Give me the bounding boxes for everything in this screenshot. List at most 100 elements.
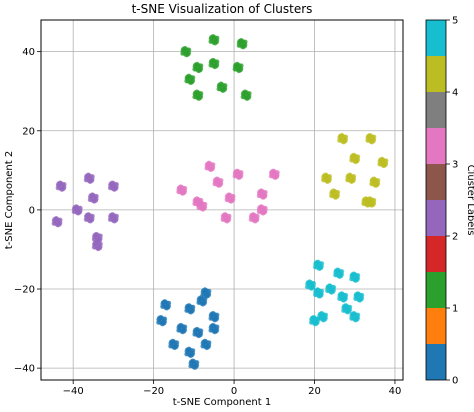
data-point [333, 267, 345, 279]
data-point [256, 204, 268, 216]
plot-area-frame [40, 19, 404, 381]
data-point [176, 322, 188, 335]
data-point [188, 358, 200, 370]
data-point [236, 38, 248, 50]
data-point [204, 160, 216, 173]
colorbar-tick-label: 5 [452, 16, 458, 27]
y-tick-label: 20 [22, 126, 35, 137]
scatter-points [51, 34, 389, 370]
data-point [349, 271, 361, 283]
data-point [349, 311, 361, 323]
x-tick-label: −40 [63, 386, 84, 397]
data-point [268, 168, 280, 180]
data-point [168, 338, 180, 351]
y-tick-label: 0 [29, 205, 35, 216]
data-point [321, 172, 333, 184]
data-point [345, 172, 357, 184]
data-point [180, 45, 192, 58]
data-point [232, 61, 244, 74]
data-point [313, 259, 325, 271]
x-tick-label: 0 [231, 386, 237, 397]
data-point [55, 180, 67, 192]
data-point [200, 287, 212, 299]
data-point [192, 326, 204, 339]
data-point [71, 204, 83, 216]
data-point [365, 132, 377, 145]
data-point [216, 81, 228, 93]
data-point [317, 311, 329, 323]
data-point [208, 57, 220, 70]
data-point [248, 212, 260, 224]
data-point [224, 192, 236, 204]
data-point [232, 168, 244, 180]
data-point [377, 156, 389, 169]
colorbar-segment [426, 164, 446, 200]
y-tick-label: 40 [22, 47, 35, 58]
colorbar-tick-label: 2 [452, 232, 458, 243]
colorbar-tick-label: 4 [452, 88, 458, 99]
colorbar-frame [425, 19, 447, 381]
colorbar-segment [426, 308, 446, 344]
colorbar-segment [426, 200, 446, 236]
data-point [160, 299, 172, 311]
data-point [240, 89, 252, 101]
x-tick-label: 40 [389, 386, 402, 397]
data-point [107, 212, 119, 224]
data-point [192, 61, 204, 74]
data-point [329, 188, 341, 200]
x-tick-label: −20 [143, 386, 164, 397]
data-point [337, 291, 349, 303]
colorbar-segment [426, 128, 446, 164]
x-tick-label: 20 [308, 386, 321, 397]
data-point [83, 172, 95, 184]
data-point [337, 132, 349, 145]
data-point [304, 279, 316, 291]
x-axis-label: t-SNE Component 1 [173, 397, 271, 408]
data-point [349, 152, 361, 165]
colorbar-tick-label: 3 [452, 160, 458, 171]
y-axis: −40 −20 0 20 40 [14, 47, 41, 375]
data-point [184, 346, 196, 359]
data-point [83, 212, 95, 224]
colorbar-segment [426, 92, 446, 128]
colorbar-segment [426, 236, 446, 272]
colorbar-segment [426, 56, 446, 92]
y-tick-label: −40 [14, 364, 35, 375]
data-point [313, 287, 325, 299]
data-point [365, 196, 377, 208]
data-point [256, 188, 268, 200]
data-point [196, 295, 208, 307]
data-point [156, 314, 168, 327]
colorbar-tick-label: 0 [452, 376, 458, 387]
data-point [107, 180, 119, 192]
data-point [196, 200, 208, 212]
data-point [325, 283, 337, 295]
data-point [184, 303, 196, 315]
colorbar-segment [426, 272, 446, 308]
colorbar-segment [426, 20, 446, 56]
colorbar-tick-label: 1 [452, 304, 458, 315]
y-axis-label: t-SNE Component 2 [4, 151, 15, 249]
data-point [353, 291, 365, 303]
data-point [369, 176, 381, 188]
data-point [341, 303, 353, 315]
data-point [309, 314, 321, 327]
data-point [91, 239, 103, 252]
colorbar-label: Cluster Labels [465, 165, 474, 236]
data-point [208, 34, 220, 46]
data-point [208, 322, 220, 335]
data-point [200, 338, 212, 351]
x-axis: −40 −20 0 20 40 [63, 380, 402, 397]
data-point [208, 311, 220, 323]
colorbar: 0 1 2 3 4 5 [425, 16, 458, 387]
colorbar-segment [426, 344, 446, 380]
data-point [184, 73, 196, 86]
y-tick-label: −20 [14, 285, 35, 296]
data-point [51, 216, 63, 228]
data-point [212, 176, 224, 188]
chart-title: t-SNE Visualization of Clusters [132, 2, 313, 16]
data-point [220, 212, 232, 224]
data-point [176, 184, 188, 196]
data-point [192, 89, 204, 101]
